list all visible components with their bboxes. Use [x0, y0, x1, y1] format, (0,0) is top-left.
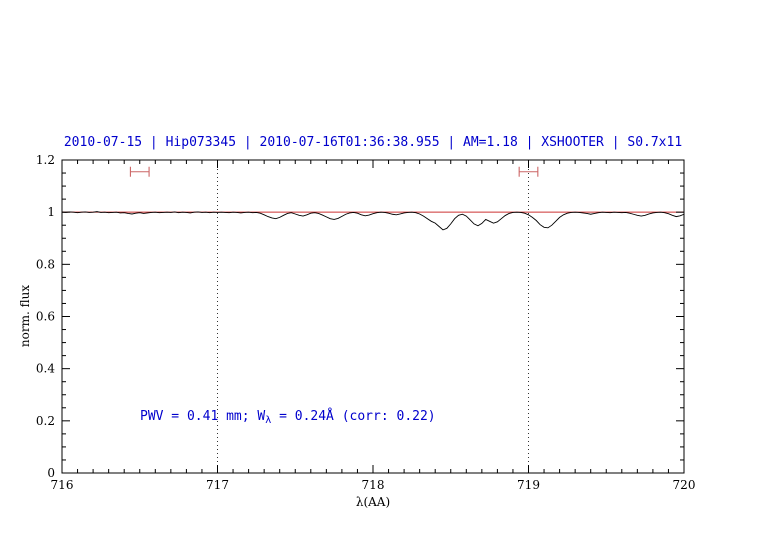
y-tick-label: 1 — [47, 205, 55, 219]
plot-frame — [61, 159, 685, 474]
chart-title: 2010-07-15 | Hip073345 | 2010-07-16T01:3… — [63, 135, 683, 150]
x-tick-label: 719 — [517, 478, 540, 492]
pwv-annotation-suffix: = 0.24Å (corr: 0.22) — [271, 409, 436, 424]
pwv-annotation-subscript: λ — [265, 415, 272, 426]
x-axis-label: λ(AA) — [355, 495, 391, 509]
pwv-annotation-prefix: PWV = 0.41 mm; W — [140, 409, 266, 424]
y-tick-label: 1.2 — [36, 153, 55, 167]
y-tick-label: 0.8 — [36, 257, 55, 271]
y-tick-label: 0 — [47, 466, 55, 480]
range-marker-icon — [129, 166, 150, 177]
range-marker-icon — [518, 166, 539, 177]
x-tick-label: 718 — [362, 478, 385, 492]
y-tick-label: 0.4 — [36, 362, 55, 376]
y-tick-label: 0.6 — [36, 310, 55, 324]
pwv-annotation: PWV = 0.41 mm; Wλ = 0.24Å (corr: 0.22) — [140, 409, 436, 426]
x-tick-label: 717 — [206, 478, 229, 492]
y-tick-label: 0.2 — [36, 414, 55, 428]
x-tick-label: 720 — [673, 478, 696, 492]
x-tick-label: 716 — [51, 478, 74, 492]
spectrum-line — [61, 211, 685, 231]
